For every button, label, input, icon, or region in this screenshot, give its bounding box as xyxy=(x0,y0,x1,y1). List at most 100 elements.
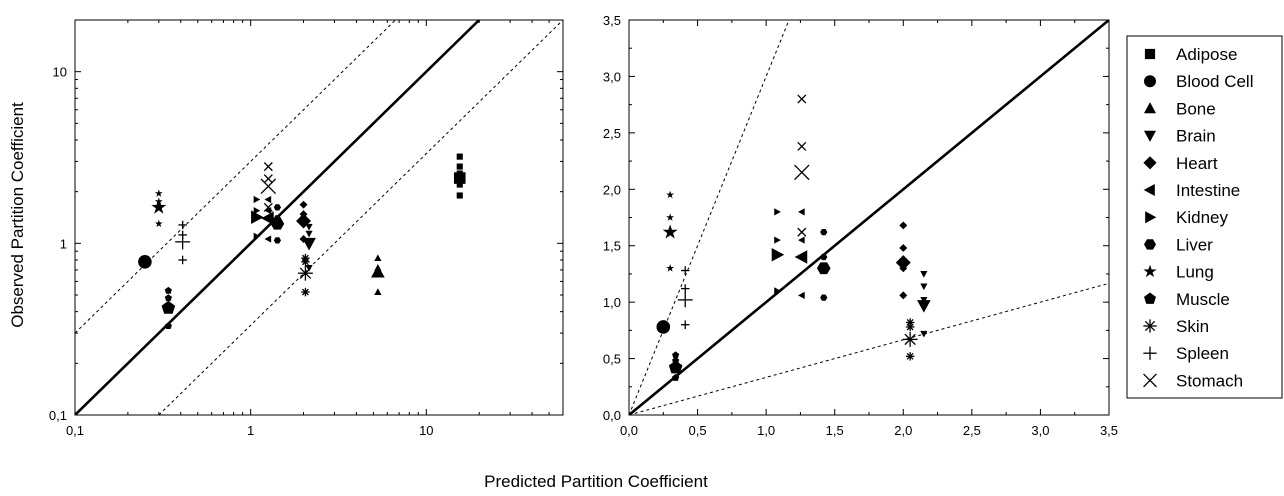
mean-point-skin xyxy=(297,265,313,281)
legend-item-spleen: Spleen xyxy=(1143,344,1229,363)
legend-marker-brain xyxy=(1144,130,1156,142)
mean-point-brain xyxy=(917,300,931,313)
x-axis-title: Predicted Partition Coefficient xyxy=(484,472,708,491)
data-point-muscle xyxy=(672,351,680,359)
data-point-brain xyxy=(920,283,928,291)
legend-marker-skin xyxy=(1143,319,1157,333)
legend-marker-muscle xyxy=(1144,292,1156,304)
legend-label-kidney: Kidney xyxy=(1176,208,1228,227)
legend-label-adipose: Adipose xyxy=(1176,45,1237,64)
mean-point-brain xyxy=(302,237,316,251)
data-point-muscle xyxy=(164,322,172,330)
data-point-intestine xyxy=(798,236,805,244)
data-point-adipose xyxy=(456,163,463,170)
y-tick-label: 0,1 xyxy=(49,408,67,423)
data-point-adipose xyxy=(456,192,463,199)
data-point-heart xyxy=(899,244,908,252)
reference-line-dashed-2 xyxy=(158,20,563,415)
series-liver xyxy=(816,229,831,301)
mean-point-heart xyxy=(895,255,911,271)
data-point-kidney xyxy=(253,207,261,215)
series-blood-cell xyxy=(138,255,152,269)
data-point-lung xyxy=(666,213,675,221)
data-point-spleen xyxy=(178,220,187,230)
data-point-intestine xyxy=(798,208,805,216)
data-point-kidney xyxy=(774,208,781,216)
x-tick-label: 0,0 xyxy=(620,423,638,438)
legend-label-liver: Liver xyxy=(1176,235,1213,254)
legend-label-spleen: Spleen xyxy=(1176,344,1229,363)
x-tick-label: 2,0 xyxy=(894,423,912,438)
data-point-heart xyxy=(899,221,908,230)
series-spleen xyxy=(677,266,693,329)
data-point-brain xyxy=(305,230,313,238)
data-point-spleen xyxy=(178,255,187,265)
legend-marker-adipose xyxy=(1144,48,1156,60)
mean-point-heart xyxy=(296,213,312,229)
legend-item-bone: Bone xyxy=(1144,99,1216,118)
legend-item-liver: Liver xyxy=(1144,235,1213,254)
legend-marker-lung xyxy=(1143,264,1157,278)
legend-label-muscle: Muscle xyxy=(1176,290,1230,309)
series-intestine xyxy=(261,195,274,243)
data-point-adipose xyxy=(456,181,463,188)
series-kidney xyxy=(251,195,264,240)
panel-left: 0,1 1 10 0,1 1 10 xyxy=(49,19,564,438)
legend-label-brain: Brain xyxy=(1176,127,1216,146)
reference-line-dashed-1 xyxy=(75,20,396,334)
legend-marker-bone xyxy=(1144,102,1156,114)
x-tick-label: 3,5 xyxy=(1100,423,1118,438)
legend-marker-kidney xyxy=(1145,211,1157,224)
data-point-intestine xyxy=(264,195,272,204)
y-tick-label: 3,5 xyxy=(603,13,621,28)
data-point-stomach xyxy=(797,94,807,104)
y-tick-label: 1,0 xyxy=(603,295,621,310)
mean-point-liver xyxy=(816,262,831,275)
series-stomach xyxy=(794,94,810,237)
legend-item-blood-cell: Blood Cell xyxy=(1144,72,1254,91)
legend-marker-liver xyxy=(1144,239,1156,250)
y-tick-label: 2,5 xyxy=(603,126,621,141)
y-tick-label: 1,5 xyxy=(603,239,621,254)
data-point-heart xyxy=(299,200,308,209)
mean-point-intestine xyxy=(794,250,808,264)
data-point-skin xyxy=(301,287,310,297)
data-point-kidney xyxy=(253,195,261,204)
x-tick-label: 1,0 xyxy=(757,423,775,438)
data-point-bone xyxy=(374,254,382,262)
data-point-brain xyxy=(920,330,928,338)
mean-point-bone xyxy=(371,264,385,278)
data-point-stomach xyxy=(263,162,273,172)
x-tick-label: 0,1 xyxy=(66,423,84,438)
y-tick-label: 10 xyxy=(53,65,67,80)
legend-label-lung: Lung xyxy=(1176,263,1214,282)
mean-point-liver xyxy=(270,217,285,230)
y-tick-label: 3,0 xyxy=(603,69,621,84)
mean-point-stomach xyxy=(260,178,277,194)
mean-point-stomach xyxy=(794,164,810,181)
legend-label-stomach: Stomach xyxy=(1176,371,1243,390)
series-liver xyxy=(270,204,285,244)
data-point-liver xyxy=(820,229,828,236)
series-brain xyxy=(302,223,316,272)
reference-line-dashed-2 xyxy=(629,282,1109,415)
series-skin xyxy=(297,253,313,297)
legend-item-skin: Skin xyxy=(1143,317,1209,336)
data-point-stomach xyxy=(263,202,273,212)
series-skin xyxy=(902,318,918,361)
data-point-spleen xyxy=(680,320,690,329)
mean-point-blood-cell xyxy=(656,320,671,334)
mean-point-spleen xyxy=(677,292,693,308)
series-intestine xyxy=(794,208,808,299)
y-tick-label: 0,0 xyxy=(603,408,621,423)
x-tick-label: 3,0 xyxy=(1031,423,1049,438)
legend-item-adipose: Adipose xyxy=(1144,45,1237,64)
x-tick-label: 10 xyxy=(419,423,433,438)
data-point-intestine xyxy=(264,235,272,243)
data-point-brain xyxy=(305,264,313,272)
data-point-brain xyxy=(920,271,928,278)
data-point-liver xyxy=(273,204,282,211)
series-adipose xyxy=(453,153,466,199)
legend-label-blood-cell: Blood Cell xyxy=(1176,72,1254,91)
